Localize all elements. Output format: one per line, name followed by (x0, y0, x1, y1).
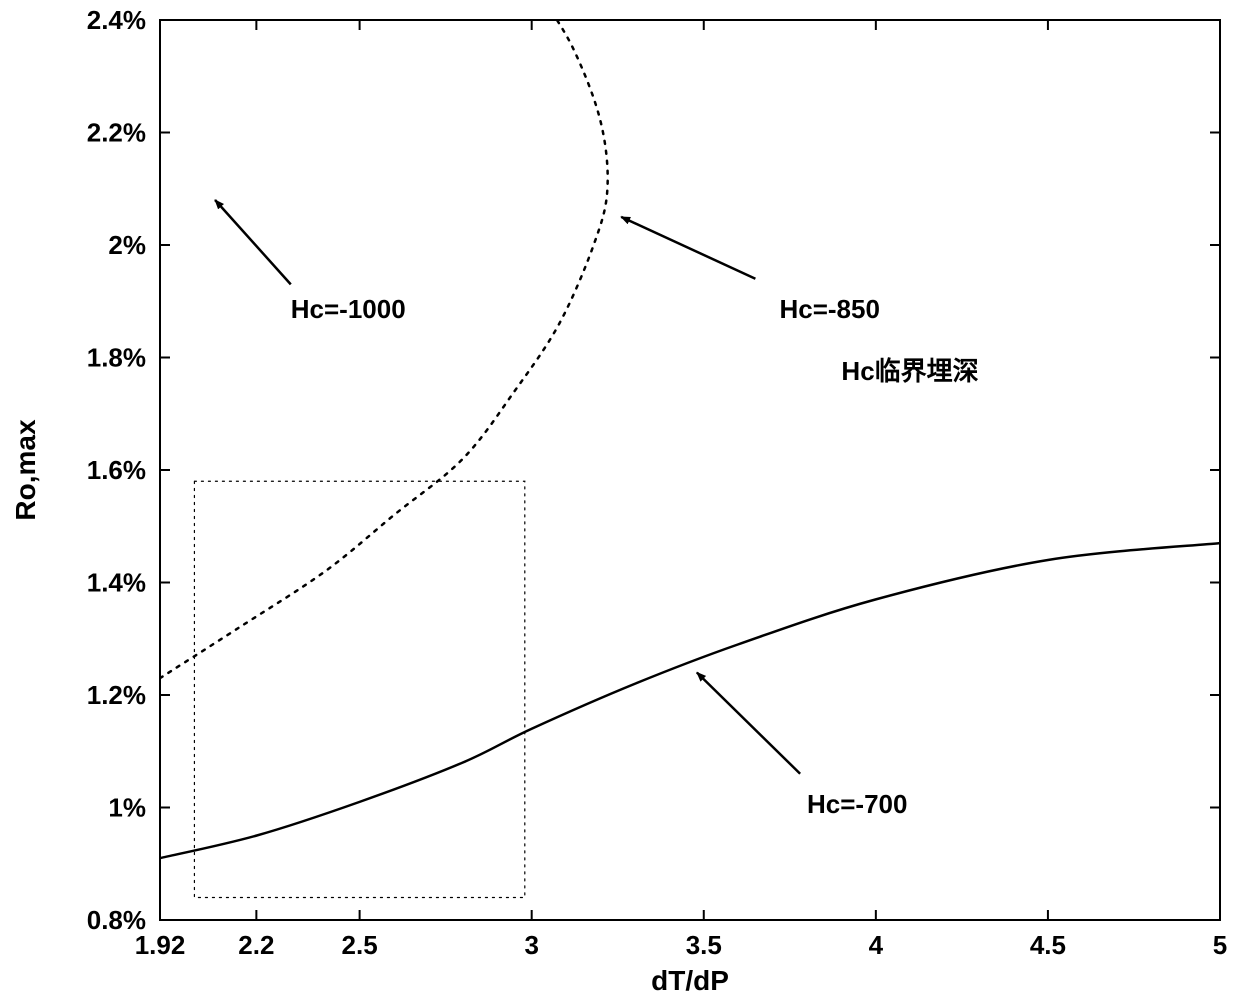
x-tick-label: 3 (524, 930, 538, 960)
annotation-arrow (697, 673, 800, 774)
y-tick-label: 1.4% (87, 568, 146, 598)
annotation-label: Hc=-1000 (291, 294, 406, 324)
plain-label: Hc临界埋深 (841, 356, 978, 386)
y-tick-label: 2% (108, 230, 146, 260)
plot-area (160, 20, 1220, 920)
annotation-arrow (215, 200, 291, 284)
y-tick-label: 1.8% (87, 343, 146, 373)
annotation-label: Hc=-850 (779, 294, 879, 324)
annotation-label: Hc=-700 (807, 789, 907, 819)
y-tick-label: 2.4% (87, 5, 146, 35)
x-tick-label: 2.5 (342, 930, 378, 960)
curve-Hc=-700 (160, 543, 1220, 858)
y-tick-label: 2.2% (87, 118, 146, 148)
x-tick-label: 4.5 (1030, 930, 1066, 960)
annotation-arrow (621, 217, 755, 279)
x-tick-label: 5 (1213, 930, 1227, 960)
chart-container: 1.922.22.533.544.550.8%1%1.2%1.4%1.6%1.8… (0, 0, 1240, 995)
y-axis-label: Ro,max (10, 419, 41, 521)
y-tick-label: 0.8% (87, 905, 146, 935)
x-tick-label: 4 (869, 930, 884, 960)
chart-svg: 1.922.22.533.544.550.8%1%1.2%1.4%1.6%1.8… (0, 0, 1240, 995)
x-axis-label: dT/dP (651, 965, 729, 995)
y-tick-label: 1.6% (87, 455, 146, 485)
y-tick-label: 1% (108, 793, 146, 823)
curve-corner-line (1186, 0, 1220, 9)
x-tick-label: 2.2 (238, 930, 274, 960)
x-tick-label: 3.5 (686, 930, 722, 960)
curve-Hc=-850 (160, 0, 608, 678)
y-tick-label: 1.2% (87, 680, 146, 710)
